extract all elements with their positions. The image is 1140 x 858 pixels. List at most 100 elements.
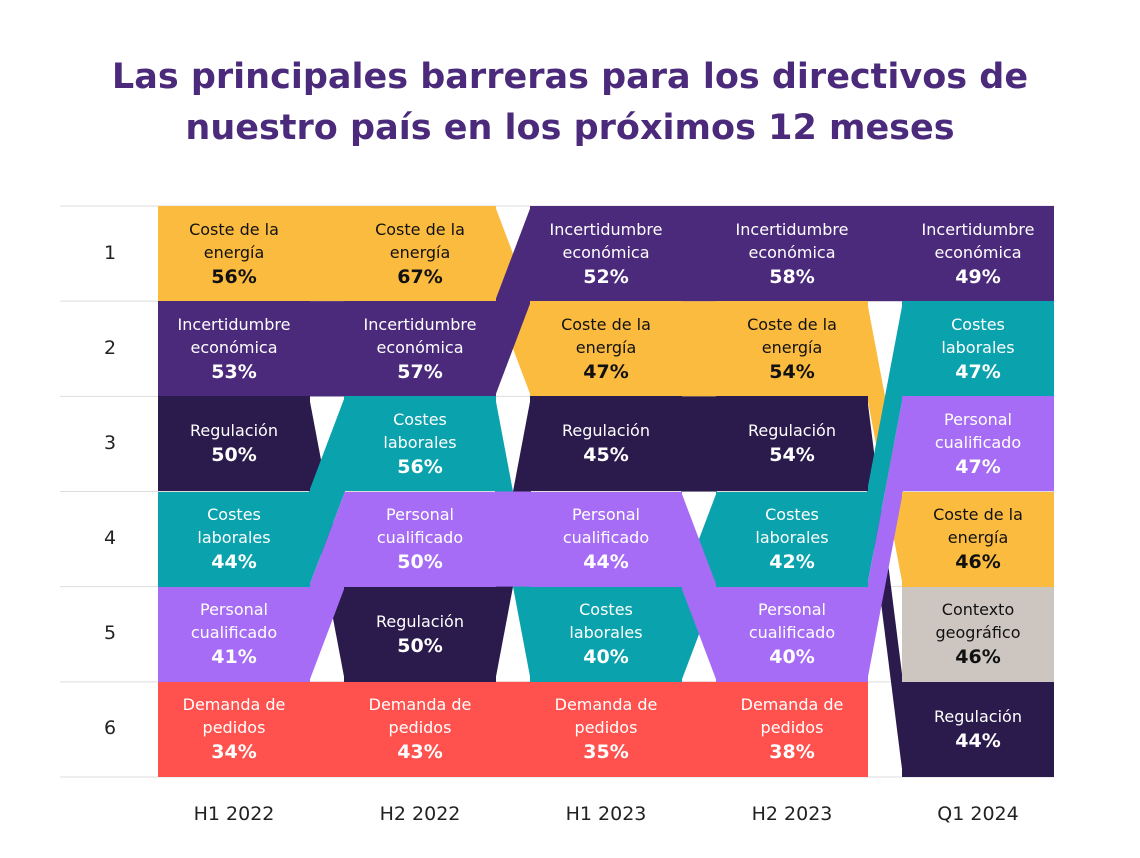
value-label: 34% xyxy=(211,741,257,764)
cell-name: Personal cualificado xyxy=(934,409,1022,452)
connector xyxy=(681,491,717,682)
rank-label: 1 xyxy=(103,241,117,264)
cell: Costes laborales 42% xyxy=(716,491,868,587)
connector xyxy=(309,396,345,587)
cell-name: Costes laborales xyxy=(569,600,643,643)
x-tick-label: H2 2023 xyxy=(751,803,833,825)
cell-name: Contexto geográfico xyxy=(935,600,1021,643)
connector xyxy=(309,491,345,682)
value-label: 44% xyxy=(583,551,629,574)
cell-name: Coste de la energía xyxy=(375,219,465,262)
cell: Incertidumbre económica 57% xyxy=(344,301,496,397)
cell: Personal cualificado 41% xyxy=(158,586,310,682)
cell-name: Personal cualificado xyxy=(562,505,650,548)
value-label: 50% xyxy=(211,444,257,467)
cell-name: Incertidumbre económica xyxy=(177,314,291,357)
value-label: 54% xyxy=(769,360,815,383)
cell: Regulación 50% xyxy=(344,586,496,682)
value-label: 46% xyxy=(955,551,1001,574)
value-label: 40% xyxy=(769,646,815,669)
value-label: 53% xyxy=(211,360,257,383)
cell: Demanda de pedidos 35% xyxy=(530,681,682,777)
rank-label: 5 xyxy=(103,622,117,645)
cell-name: Regulación xyxy=(190,421,278,441)
cell: Personal cualificado 47% xyxy=(902,396,1054,492)
cell: Regulación 50% xyxy=(158,396,310,492)
connector xyxy=(495,491,531,587)
connector xyxy=(867,396,903,682)
cell: Costes laborales 56% xyxy=(344,396,496,492)
cell: Demanda de pedidos 34% xyxy=(158,681,310,777)
x-tick-label: H1 2023 xyxy=(565,803,647,825)
connector xyxy=(867,301,903,587)
value-label: 44% xyxy=(955,729,1001,752)
cell-name: Coste de la energía xyxy=(933,505,1023,548)
cell-name: Coste de la energía xyxy=(747,314,837,357)
cell-name: Coste de la energía xyxy=(561,314,651,357)
cell: Incertidumbre económica 58% xyxy=(716,206,868,302)
value-label: 44% xyxy=(211,551,257,574)
value-label: 67% xyxy=(397,265,443,288)
cell-name: Demanda de pedidos xyxy=(368,695,472,738)
connector xyxy=(867,206,903,302)
value-label: 57% xyxy=(397,360,443,383)
cell: Regulación 45% xyxy=(530,396,682,492)
cell: Personal cualificado 40% xyxy=(716,586,868,682)
cell: Contexto geográfico 46% xyxy=(902,586,1054,682)
value-label: 47% xyxy=(583,360,629,383)
cell-name: Personal cualificado xyxy=(190,600,278,643)
value-label: 49% xyxy=(955,265,1001,288)
connector xyxy=(495,206,531,397)
cell: Coste de la energía 56% xyxy=(158,206,310,302)
value-label: 42% xyxy=(769,551,815,574)
value-label: 50% xyxy=(397,634,443,657)
value-label: 38% xyxy=(769,741,815,764)
value-label: 41% xyxy=(211,646,257,669)
cell-name: Regulación xyxy=(934,706,1022,726)
rank-label: 2 xyxy=(103,336,117,359)
cell-name: Demanda de pedidos xyxy=(740,695,844,738)
cell-name: Coste de la energía xyxy=(189,219,279,262)
cell: Demanda de pedidos 43% xyxy=(344,681,496,777)
value-label: 46% xyxy=(955,646,1001,669)
value-label: 45% xyxy=(583,444,629,467)
cell-name: Personal cualificado xyxy=(748,600,836,643)
cell-name: Costes laborales xyxy=(383,409,457,452)
rank-label: 6 xyxy=(103,717,117,740)
cell: Coste de la energía 67% xyxy=(344,206,496,302)
cell: Coste de la energía 54% xyxy=(716,301,868,397)
value-label: 58% xyxy=(769,265,815,288)
value-label: 50% xyxy=(397,551,443,574)
cell-name: Demanda de pedidos xyxy=(182,695,286,738)
cell-name: Costes laborales xyxy=(755,505,829,548)
cell-name: Incertidumbre económica xyxy=(921,219,1035,262)
cell: Incertidumbre económica 49% xyxy=(902,206,1054,302)
cell-name: Incertidumbre económica xyxy=(363,314,477,357)
cell: Incertidumbre económica 52% xyxy=(530,206,682,302)
value-label: 47% xyxy=(955,360,1001,383)
value-label: 47% xyxy=(955,455,1001,478)
value-label: 56% xyxy=(397,455,443,478)
value-label: 56% xyxy=(211,265,257,288)
cell: Demanda de pedidos 38% xyxy=(716,681,868,777)
value-label: 43% xyxy=(397,741,443,764)
cell: Costes laborales 40% xyxy=(530,586,682,682)
cell-name: Regulación xyxy=(748,421,836,441)
rank-label: 3 xyxy=(103,431,117,454)
cell: Incertidumbre económica 53% xyxy=(158,301,310,397)
cell: Costes laborales 44% xyxy=(158,491,310,587)
connector xyxy=(681,681,717,777)
connector xyxy=(309,206,345,302)
chart-title: Las principales barreras para los direct… xyxy=(111,57,1029,148)
x-tick-label: H2 2022 xyxy=(379,803,461,825)
x-tick-label: H1 2022 xyxy=(193,803,275,825)
cell-name: Incertidumbre económica xyxy=(549,219,663,262)
x-tick-label: Q1 2024 xyxy=(937,803,1019,825)
connector xyxy=(309,681,345,777)
cell: Personal cualificado 50% xyxy=(344,491,496,587)
cell: Regulación 44% xyxy=(902,681,1054,777)
cell-name: Incertidumbre económica xyxy=(735,219,849,262)
cell: Coste de la energía 47% xyxy=(530,301,682,397)
cell: Regulación 54% xyxy=(716,396,868,492)
